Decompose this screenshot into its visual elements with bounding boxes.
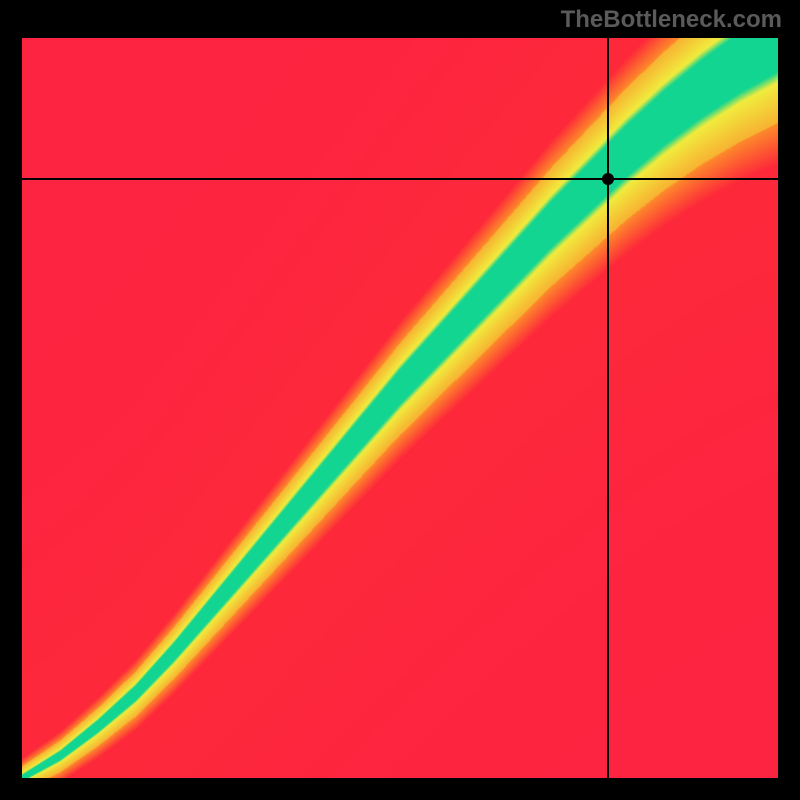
- watermark-text: TheBottleneck.com: [561, 6, 782, 34]
- crosshair-horizontal: [22, 178, 800, 180]
- crosshair-marker: [602, 173, 614, 185]
- chart-container: TheBottleneck.com: [0, 0, 800, 800]
- crosshair-vertical: [607, 38, 609, 778]
- bottleneck-heatmap: [22, 38, 778, 778]
